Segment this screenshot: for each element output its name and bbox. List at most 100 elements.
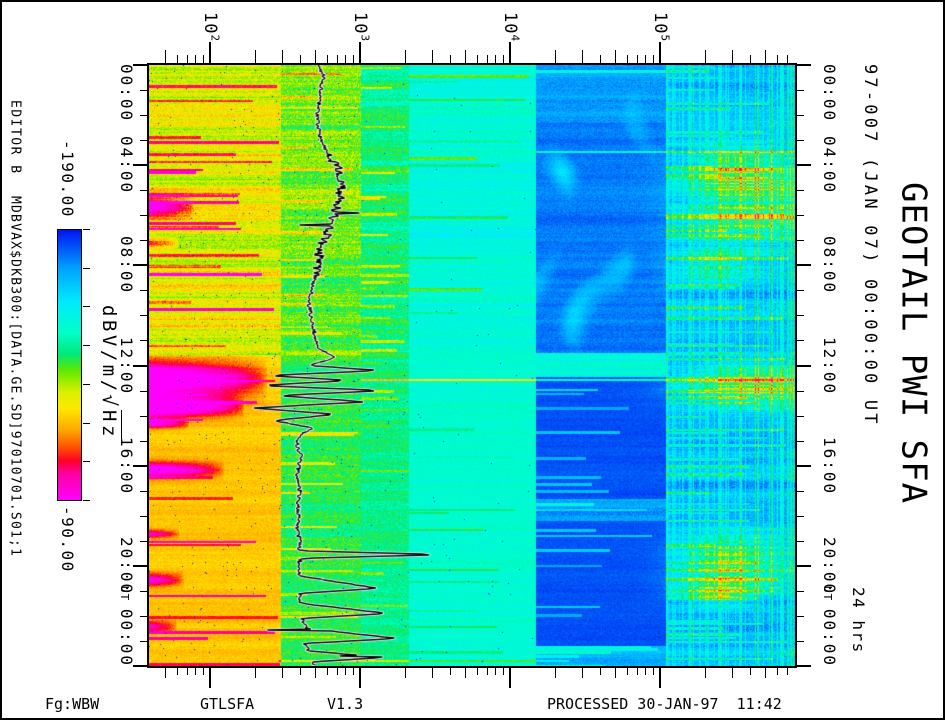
freq-tick-minor-bottom — [450, 668, 451, 675]
freq-tick-major-bottom — [359, 668, 361, 688]
time-label-left: 00:00 — [116, 64, 136, 123]
colorbar-tick — [83, 345, 90, 346]
time-label-left: UT 00:00 — [116, 586, 136, 668]
time-tick-left — [140, 240, 147, 241]
time-tick-right — [797, 491, 804, 492]
time-tick-right — [797, 164, 811, 166]
freq-tick-major-top — [209, 42, 211, 63]
time-tick-left — [140, 391, 147, 392]
time-tick-left — [140, 140, 147, 141]
freq-label-10e3: 103 — [349, 12, 372, 43]
freq-tick-medium-top — [255, 50, 256, 63]
freq-tick-major-top — [509, 42, 511, 63]
freq-tick-minor-top — [345, 55, 346, 63]
freq-exponent: 4 — [508, 34, 522, 43]
time-tick-left — [133, 164, 147, 166]
time-tick-left — [140, 90, 147, 91]
freq-tick-medium-top — [582, 50, 583, 63]
time-tick-right — [797, 264, 811, 266]
freq-tick-medium-bottom — [405, 668, 406, 678]
colorbar-tick — [83, 461, 90, 462]
freq-tick-minor-bottom — [477, 668, 478, 675]
time-label-left: 16:00 — [116, 436, 136, 495]
freq-tick-minor-top — [637, 55, 638, 63]
time-tick-left — [133, 565, 147, 567]
time-tick-right — [797, 541, 804, 542]
freq-tick-medium-bottom — [282, 668, 283, 678]
freq-tick-minor-top — [300, 55, 301, 63]
time-tick-left — [133, 64, 147, 66]
time-tick-left — [140, 641, 147, 642]
freq-tick-minor-bottom — [327, 668, 328, 675]
freq-tick-minor-top — [503, 55, 504, 63]
time-label-left: 20:00 — [116, 536, 136, 595]
freq-tick-major-top — [659, 42, 661, 63]
freq-tick-minor-top — [495, 55, 496, 63]
freq-tick-medium-bottom — [705, 668, 706, 678]
freq-tick-medium-top — [765, 50, 766, 63]
freq-tick-minor-bottom — [300, 668, 301, 675]
colorbar-tick — [83, 306, 90, 307]
colorbar-unit-prefix: dBV/m/ — [97, 305, 120, 395]
freq-tick-major-bottom — [659, 668, 661, 688]
freq-exponent: 5 — [658, 34, 672, 43]
time-label-right: 12:00 — [819, 336, 839, 395]
freq-tick-medium-top — [555, 50, 556, 63]
freq-tick-minor-top — [653, 55, 654, 63]
freq-tick-minor-bottom — [187, 668, 188, 675]
footer-program-label: GTLSFA — [200, 695, 255, 713]
time-label-right: 00:00 — [819, 64, 839, 123]
freq-tick-minor-bottom — [503, 668, 504, 675]
plot-subtitle: 97-007 (JAN 07) 00:00:00 UT — [859, 64, 880, 427]
freq-tick-minor-top — [627, 55, 628, 63]
duration-label: 24 hrs — [848, 587, 868, 654]
freq-tick-minor-bottom — [495, 668, 496, 675]
freq-tick-medium-top — [315, 50, 316, 63]
time-tick-left — [133, 665, 147, 667]
freq-tick-medium-bottom — [615, 668, 616, 678]
freq-tick-medium-bottom — [315, 668, 316, 678]
time-label-right: 20:00 — [819, 536, 839, 595]
time-tick-right — [797, 516, 804, 517]
time-tick-left — [140, 491, 147, 492]
freq-tick-medium-bottom — [255, 668, 256, 678]
time-tick-right — [797, 441, 804, 442]
time-tick-left — [140, 215, 147, 216]
freq-tick-minor-top — [750, 55, 751, 63]
freq-tick-medium-bottom — [732, 668, 733, 678]
freq-tick-minor-bottom — [637, 668, 638, 675]
freq-tick-major-top — [359, 42, 361, 63]
time-label-right: 08:00 — [819, 236, 839, 295]
time-tick-left — [133, 264, 147, 266]
freq-tick-minor-top — [337, 55, 338, 63]
time-tick-left — [140, 441, 147, 442]
colorbar-tick — [83, 268, 90, 269]
time-tick-right — [797, 641, 804, 642]
time-tick-right — [797, 215, 804, 216]
freq-tick-minor-bottom — [195, 668, 196, 675]
freq-tick-medium-bottom — [555, 668, 556, 678]
freq-tick-minor-bottom — [653, 668, 654, 675]
freq-tick-minor-bottom — [777, 668, 778, 675]
time-label-left: 08:00 — [116, 236, 136, 295]
freq-tick-minor-top — [177, 55, 178, 63]
colorbar-tick — [83, 500, 90, 501]
time-label-left: 04:00 — [116, 136, 136, 195]
time-tick-right — [797, 290, 804, 291]
time-tick-right — [797, 240, 804, 241]
freq-tick-minor-bottom — [487, 668, 488, 675]
freq-tick-minor-bottom — [345, 668, 346, 675]
time-label-right: 16:00 — [819, 436, 839, 495]
freq-tick-minor-bottom — [750, 668, 751, 675]
time-tick-right — [797, 190, 804, 191]
time-tick-left — [140, 616, 147, 617]
time-label-right: UT 00:00 — [819, 586, 839, 668]
time-tick-right — [797, 140, 804, 141]
freq-tick-medium-bottom — [165, 668, 166, 678]
freq-tick-medium-top — [282, 50, 283, 63]
freq-tick-medium-top — [165, 50, 166, 63]
time-tick-right — [797, 416, 804, 417]
time-label-right: 04:00 — [819, 136, 839, 195]
freq-tick-minor-bottom — [787, 668, 788, 675]
